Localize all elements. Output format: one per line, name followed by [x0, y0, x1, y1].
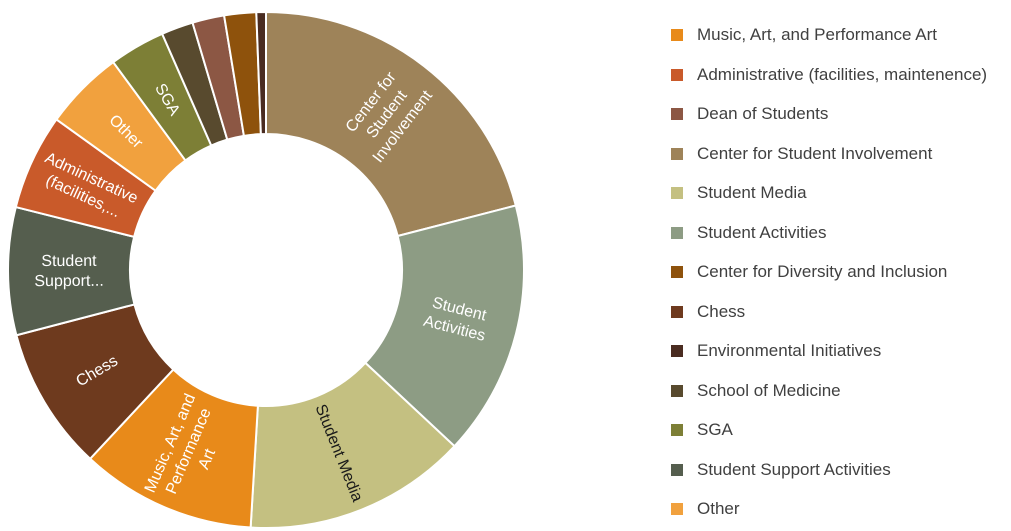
legend-label: SGA — [697, 420, 733, 439]
legend-swatch — [671, 29, 683, 41]
legend-label: Administrative (facilities, maintenence) — [697, 64, 988, 84]
legend-swatch — [671, 463, 683, 476]
legend-label: Environmental Initiatives — [697, 341, 882, 360]
legend-label: Center for Diversity and Inclusion — [697, 262, 948, 281]
donut-slices — [7, 10, 525, 529]
legend-label: Student Support Activities — [697, 459, 891, 479]
legend-item: Student Activities — [650, 221, 826, 245]
legend-item: Environmental Initiatives — [650, 339, 881, 363]
legend-swatch — [671, 384, 683, 397]
slice-center-for-student-involvement — [265, 10, 518, 238]
legend-label: Music, Art, and Performance Art — [697, 25, 937, 44]
legend-label: Dean of Students — [697, 104, 829, 123]
legend-swatch — [671, 424, 683, 436]
legend-swatch — [671, 305, 683, 318]
slice-label-student-support-activities: Student Support... — [34, 253, 104, 290]
legend-swatch — [671, 345, 683, 357]
legend-swatch — [671, 187, 683, 199]
legend-swatch — [671, 68, 683, 81]
legend-item: Student Support Activities — [650, 458, 891, 482]
legend-swatch — [671, 147, 683, 160]
legend-item: Dean of Students — [650, 102, 828, 126]
legend-label: Other — [697, 499, 740, 518]
legend-label: Student Media — [697, 183, 807, 202]
legend-swatch — [671, 503, 683, 515]
slice-environmental-initiatives — [255, 10, 267, 136]
legend-item: Music, Art, and Performance Art — [650, 23, 937, 47]
legend-label: Center for Student Involvement — [697, 143, 933, 163]
legend-swatch — [671, 226, 683, 239]
legend-item: Other — [650, 497, 740, 521]
legend-label: Student Activities — [697, 222, 827, 242]
legend-item: School of Medicine — [650, 379, 841, 403]
legend-item: Student Media — [650, 181, 807, 205]
legend-item: Chess — [650, 300, 745, 324]
legend-item: Administrative (facilities, maintenence) — [650, 63, 987, 87]
legend-item: Center for Diversity and Inclusion — [650, 260, 947, 284]
legend-label: Chess — [697, 301, 746, 321]
legend-item: SGA — [650, 418, 733, 442]
legend-label: School of Medicine — [697, 380, 841, 400]
chart-legend: Music, Art, and Performance Art Administr… — [650, 3, 1011, 531]
slice-student-activities — [363, 204, 525, 448]
legend-swatch — [671, 266, 683, 278]
legend-swatch — [671, 108, 683, 120]
legend-item: Center for Student Involvement — [650, 142, 932, 166]
